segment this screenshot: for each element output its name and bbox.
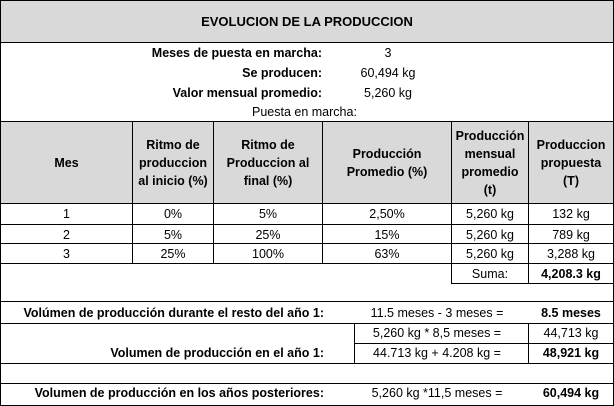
grid-line	[0, 263, 614, 264]
header-ritmo-final: Ritmo de Produccion al final (%)	[226, 137, 310, 188]
monthly-value: 5,260 kg	[364, 86, 412, 100]
grid-line	[528, 323, 529, 363]
grid-line	[355, 343, 614, 344]
monthly-label: Valor mensual promedio:	[172, 86, 322, 100]
grid-line	[0, 0, 614, 1]
grid-line	[0, 243, 614, 244]
startup-label: Puesta en marcha:	[252, 105, 357, 119]
grid-line	[451, 121, 452, 264]
months-value: 3	[384, 46, 392, 60]
cell-ritmo-final: 100%	[252, 247, 284, 261]
rest-year1-value: 8.5 meses	[541, 306, 601, 320]
later-years-value: 60,494 kg	[542, 386, 600, 400]
rest-year1-formula2: 5,260 kg * 8,5 meses =	[372, 326, 502, 340]
year1-value: 48,921 kg	[542, 346, 600, 360]
later-years-formula: 5,260 kg *11,5 meses =	[371, 386, 503, 400]
cell-ritmo-inicio: 25%	[160, 247, 186, 261]
cell-mes: 1	[63, 207, 70, 221]
grid-line	[0, 203, 614, 204]
page-title: EVOLUCION DE LA PRODUCCION	[201, 14, 413, 29]
cell-ritmo-inicio: 0%	[163, 207, 183, 221]
rest-year1-formula: 11.5 meses - 3 meses =	[370, 306, 504, 320]
rest-year1-value2: 44,713 kg	[543, 326, 599, 340]
grid-line	[0, 363, 614, 364]
cell-produccion-mensual: 5,260 kg	[466, 247, 514, 261]
header-mes: Mes	[54, 155, 79, 170]
grid-line	[322, 121, 323, 264]
grid-line	[0, 224, 614, 225]
grid-line	[528, 121, 529, 284]
table-header-band	[1, 122, 613, 203]
grid-line	[213, 121, 214, 264]
cell-produccion-propuesta: 132 kg	[552, 207, 590, 221]
grid-line	[451, 263, 452, 284]
grid-line	[132, 121, 133, 264]
grid-line	[0, 42, 614, 43]
year1-label: Volumen de producción en el año 1:	[110, 346, 324, 360]
cell-produccion-promedio: 63%	[374, 247, 400, 261]
cell-ritmo-inicio: 5%	[163, 228, 183, 242]
header-ritmo-inicio: Ritmo de produccion al inicio (%)	[138, 137, 208, 188]
cell-produccion-mensual: 5,260 kg	[466, 207, 514, 221]
grid-line	[452, 283, 614, 284]
cell-produccion-propuesta: 3,288 kg	[547, 247, 595, 261]
cell-produccion-promedio: 15%	[374, 228, 400, 242]
title-band	[1, 1, 613, 42]
grid-line	[0, 121, 614, 122]
cell-produccion-mensual: 5,260 kg	[466, 228, 514, 242]
grid-line	[0, 383, 614, 384]
year1-formula: 44.713 kg + 4.208 kg =	[373, 346, 501, 360]
grid-line	[0, 301, 614, 302]
produced-value: 60,494 kg	[360, 66, 416, 80]
header-produccion-propuesta: Produccion propuesta (T)	[536, 137, 606, 188]
grid-line	[354, 323, 355, 363]
sum-label: Suma:	[471, 266, 509, 281]
cell-mes: 3	[63, 247, 70, 261]
cell-ritmo-final: 25%	[255, 228, 281, 242]
grid-line	[0, 323, 614, 324]
header-produccion-mensual: Producción mensual promedio (t)	[455, 128, 525, 197]
sum-value: 4,208.3 kg	[541, 266, 601, 281]
later-years-label: Volumen de producción en los años poster…	[34, 386, 324, 400]
cell-produccion-promedio: 2,50%	[369, 207, 405, 221]
cell-mes: 2	[63, 228, 70, 242]
header-produccion-promedio: Producción Promedio (%)	[346, 146, 428, 179]
cell-ritmo-final: 5%	[258, 207, 278, 221]
produced-label: Se producen:	[242, 66, 322, 80]
cell-produccion-propuesta: 789 kg	[552, 228, 590, 242]
rest-year1-label: Volúmen de producción durante el resto d…	[23, 306, 324, 320]
months-label: Meses de puesta en marcha:	[151, 46, 322, 60]
